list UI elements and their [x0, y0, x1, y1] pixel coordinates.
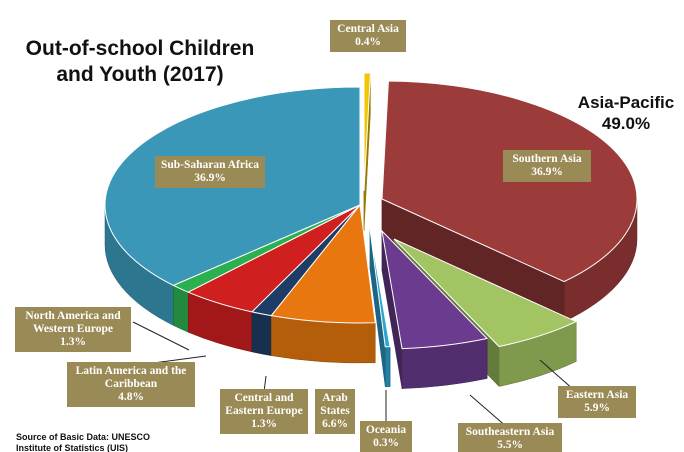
data-label-value-arab-states: 6.6% — [322, 418, 348, 430]
slice-top-eastern-asia — [393, 238, 578, 348]
data-label-name-arab-states: States — [320, 405, 350, 417]
data-label-value-sub-saharan-africa: 36.9% — [194, 172, 226, 184]
slice-rim-oceania — [384, 346, 391, 388]
data-label-name-southern-asia: Southern Asia — [512, 153, 582, 165]
data-label-value-southern-asia: 36.9% — [531, 166, 563, 178]
data-label-name-north-america-and-western-europe: Western Europe — [33, 323, 113, 335]
data-label-name-eastern-asia: Eastern Asia — [566, 389, 629, 401]
slice-top-arab-states — [270, 203, 376, 324]
label-box-sub-saharan-africa — [155, 156, 265, 188]
leader-line-north-america-and-western-europe — [132, 321, 190, 351]
data-label-name-central-asia: Central Asia — [337, 23, 399, 35]
pie-slices — [104, 72, 638, 389]
data-label-name-central-and-eastern-europe: Eastern Europe — [225, 405, 302, 417]
source-line-2: Institute of Statistics (UIS) — [16, 443, 128, 452]
source-line-1: Source of Basic Data: UNESCO — [16, 432, 150, 442]
slice-top-oceania — [369, 228, 391, 348]
label-box-latin-america-and-the-caribbean — [67, 362, 195, 407]
data-label-value-southeastern-asia: 5.5% — [497, 439, 523, 451]
label-box-central-and-eastern-europe — [220, 389, 308, 434]
label-box-oceania — [360, 421, 412, 452]
data-label-value-oceania: 0.3% — [373, 437, 399, 449]
label-box-arab-states — [315, 389, 355, 434]
slice-rim-central-and-eastern-europe — [251, 311, 272, 356]
data-label-name-southeastern-asia: Southeastern Asia — [466, 426, 555, 438]
leader-line-southeastern-asia — [469, 394, 509, 429]
group-label-value: 49.0% — [602, 114, 650, 133]
leader-line-eastern-asia — [539, 359, 575, 391]
slice-rim-north-america-and-western-europe — [173, 285, 189, 333]
label-box-southeastern-asia — [458, 423, 562, 452]
data-label-value-central-asia: 0.4% — [355, 36, 381, 48]
data-label-value-central-and-eastern-europe: 1.3% — [251, 418, 277, 430]
data-label-name-oceania: Oceania — [366, 424, 406, 436]
chart-title-line-1: Out-of-school Children — [26, 37, 255, 60]
data-label-name-sub-saharan-africa: Sub-Saharan Africa — [161, 159, 259, 171]
chart-title-line-2: and Youth (2017) — [56, 63, 223, 86]
data-label-name-latin-america-and-the-caribbean: Latin America and the — [76, 365, 187, 377]
data-label-value-north-america-and-western-europe: 1.3% — [60, 336, 86, 348]
slice-top-central-asia — [363, 72, 371, 192]
label-box-north-america-and-western-europe — [15, 307, 131, 352]
data-label-value-latin-america-and-the-caribbean: 4.8% — [118, 391, 144, 403]
slice-arab-states — [270, 203, 376, 364]
label-box-eastern-asia — [558, 386, 636, 418]
data-label-name-arab-states: Arab — [322, 392, 348, 404]
data-label-name-latin-america-and-the-caribbean: Caribbean — [105, 378, 158, 390]
slice-southeastern-asia — [381, 229, 489, 389]
group-label-name: Asia-Pacific — [578, 93, 674, 112]
data-label-name-central-and-eastern-europe: Central and — [234, 392, 294, 404]
label-box-central-asia — [330, 20, 406, 52]
slice-top-southeastern-asia — [381, 229, 489, 350]
label-box-southern-asia — [503, 150, 591, 182]
slice-oceania — [369, 228, 391, 388]
data-label-value-eastern-asia: 5.9% — [584, 402, 610, 414]
slice-central-asia — [363, 72, 371, 232]
data-label-name-north-america-and-western-europe: North America and — [25, 310, 121, 322]
